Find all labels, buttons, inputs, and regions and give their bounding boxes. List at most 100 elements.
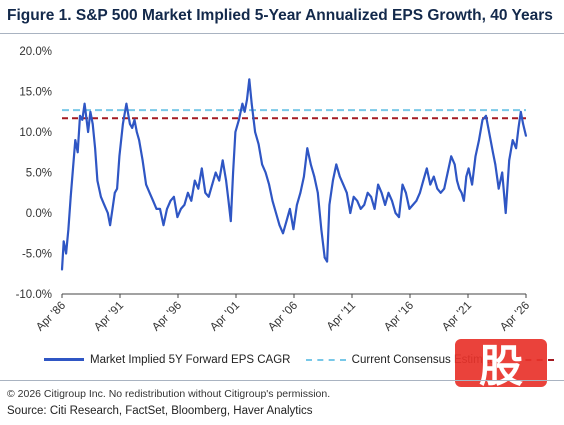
data-point <box>162 224 165 227</box>
data-point <box>313 175 316 178</box>
data-point <box>278 224 281 227</box>
data-point <box>79 114 81 117</box>
data-point <box>74 139 77 142</box>
data-point <box>261 163 263 166</box>
x-tick-label: Apr '86 <box>34 300 68 334</box>
y-tick-label: 0.0% <box>26 208 52 220</box>
data-point <box>494 163 497 166</box>
data-point <box>446 171 449 174</box>
source-note: Source: Citi Research, FactSet, Bloomber… <box>7 405 313 417</box>
data-point <box>363 204 366 206</box>
data-point <box>100 195 102 198</box>
data-point <box>187 191 189 194</box>
chart-title: Figure 1. S&P 500 Market Implied 5-Year … <box>7 7 553 24</box>
data-point <box>155 208 158 210</box>
data-point <box>67 228 70 231</box>
data-point <box>62 240 65 243</box>
data-point <box>463 199 465 202</box>
data-point <box>148 191 151 194</box>
data-point <box>408 208 411 210</box>
data-point <box>456 179 458 182</box>
data-point <box>254 131 256 133</box>
data-point <box>504 212 507 214</box>
series-line <box>60 78 528 270</box>
data-point <box>492 151 494 154</box>
data-point <box>207 195 210 198</box>
data-point <box>501 171 504 174</box>
data-point <box>173 195 175 198</box>
data-point <box>190 199 193 202</box>
data-point <box>229 220 232 223</box>
data-point <box>113 191 116 194</box>
x-tick-label: Apr '16 <box>382 300 416 334</box>
data-point <box>289 208 291 210</box>
data-point <box>342 183 345 186</box>
data-point <box>91 123 94 125</box>
data-point <box>429 183 432 186</box>
x-tick-label: Apr '01 <box>208 300 242 334</box>
y-tick-label: 15.0% <box>19 87 52 99</box>
data-point <box>458 187 461 190</box>
data-point <box>522 123 524 125</box>
data-point <box>103 204 106 206</box>
data-point <box>81 118 84 121</box>
data-point <box>227 199 230 202</box>
data-point <box>133 118 136 121</box>
data-point <box>248 78 251 81</box>
data-point <box>218 179 221 182</box>
data-point <box>387 191 390 194</box>
copyright-notice: © 2026 Citigroup Inc. No redistribution … <box>7 388 331 400</box>
data-point <box>471 183 473 186</box>
data-point <box>373 208 376 210</box>
data-point <box>323 256 326 259</box>
data-point <box>111 208 114 210</box>
legend-label-series: Market Implied 5Y Forward EPS CAGR <box>90 353 291 366</box>
data-point <box>398 216 400 219</box>
data-point <box>306 147 309 150</box>
data-point <box>478 139 480 142</box>
data-point <box>356 199 359 202</box>
data-point <box>141 159 144 162</box>
data-point <box>453 163 456 166</box>
data-point <box>96 179 99 182</box>
data-point <box>176 216 179 219</box>
data-point <box>65 252 67 255</box>
data-point <box>326 260 328 263</box>
data-point <box>197 187 200 190</box>
data-point <box>282 232 284 235</box>
data-point <box>72 167 74 170</box>
data-point <box>193 179 196 182</box>
series-lines <box>60 78 528 271</box>
data-point <box>380 191 383 194</box>
data-point <box>69 195 72 198</box>
data-point <box>89 110 92 113</box>
data-point <box>412 204 414 206</box>
data-point <box>517 127 520 129</box>
data-point <box>211 183 214 186</box>
data-point <box>135 131 138 133</box>
x-tick-label: Apr '11 <box>325 300 358 333</box>
data-point <box>515 147 517 150</box>
data-point <box>83 102 86 105</box>
data-point <box>131 127 134 129</box>
data-point <box>460 191 463 194</box>
data-point <box>384 204 386 206</box>
data-point <box>401 183 404 186</box>
data-point <box>106 212 109 214</box>
data-point <box>243 110 246 113</box>
data-point <box>221 159 224 162</box>
data-point <box>183 204 186 206</box>
data-point <box>87 131 89 133</box>
data-point <box>474 155 477 158</box>
data-point <box>296 204 298 206</box>
data-point <box>519 110 522 113</box>
data-point <box>299 191 302 194</box>
x-tick-label: Apr '91 <box>92 300 126 334</box>
data-point <box>415 199 418 202</box>
data-point <box>328 204 331 206</box>
data-point <box>169 199 172 202</box>
line-chart: 20.0% 15.0% 10.0% 5.0% 0.0% -5.0% -10.0% Apr '… <box>16 46 533 334</box>
legend-swatch-series <box>44 358 84 361</box>
x-tick-label: Apr '26 <box>498 300 532 334</box>
data-point <box>508 159 511 162</box>
